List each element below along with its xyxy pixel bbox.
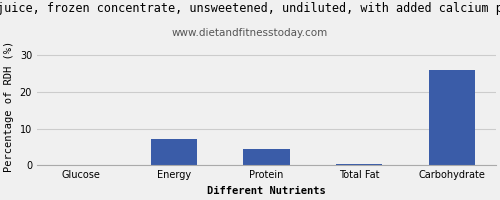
X-axis label: Different Nutrients: Different Nutrients (207, 186, 326, 196)
Text: juice, frozen concentrate, unsweetened, undiluted, with added calcium p: juice, frozen concentrate, unsweetened, … (0, 2, 500, 15)
Bar (428, 70, 475, 165)
Y-axis label: Percentage of RDH (%): Percentage of RDH (%) (4, 41, 14, 172)
Text: www.dietandfitnesstoday.com: www.dietandfitnesstoday.com (172, 28, 328, 38)
Bar (243, 149, 290, 165)
Bar (150, 139, 197, 165)
Bar (336, 164, 382, 165)
